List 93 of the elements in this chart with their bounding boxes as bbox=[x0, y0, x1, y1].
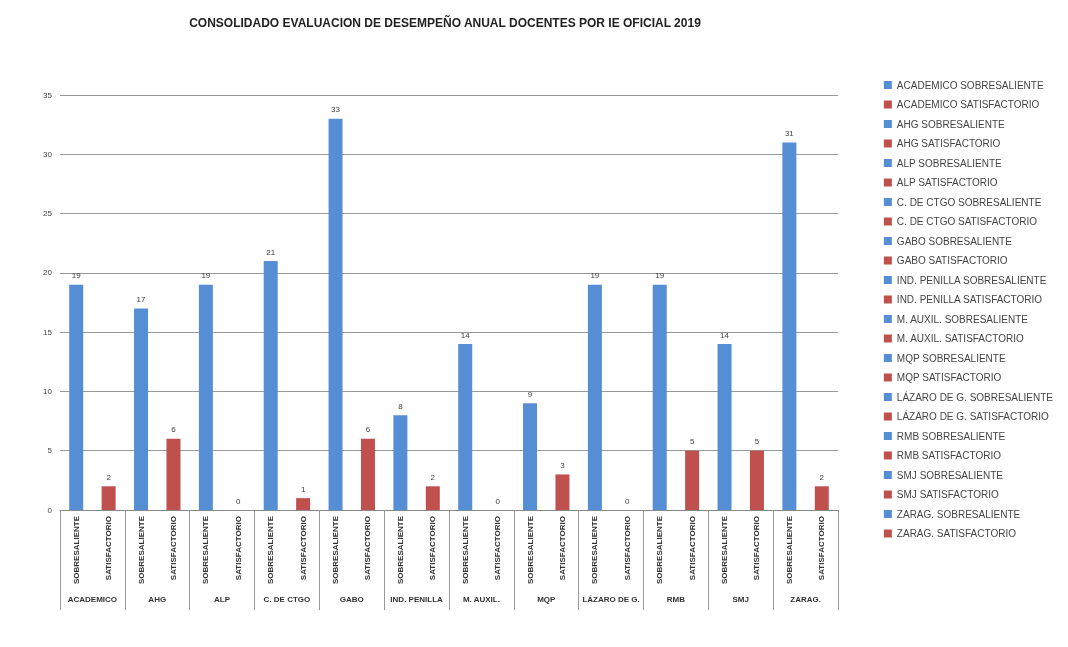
y-tick-label: 20 bbox=[43, 268, 53, 278]
legend-label: IND. PENILLA SATISFACTORIO bbox=[896, 294, 1043, 305]
x-tick-label: SOBRESALIENTE bbox=[331, 515, 341, 585]
data-label: 8 bbox=[398, 401, 404, 411]
x-tick-label: SOBRESALIENTE bbox=[525, 515, 535, 585]
x-tick-label: SATISFACTORIO bbox=[622, 516, 632, 581]
data-label: 2 bbox=[106, 472, 112, 482]
legend-label: RMB SOBRESALIENTE bbox=[896, 430, 1006, 442]
data-label: 2 bbox=[819, 472, 825, 482]
legend-label: MQP SATISFACTORIO bbox=[896, 372, 1002, 383]
legend-label: ALP SOBRESALIENTE bbox=[896, 157, 1003, 169]
text: GABO bbox=[339, 594, 364, 604]
data-label: 5 bbox=[754, 437, 760, 447]
data-label: 21 bbox=[266, 247, 276, 257]
text: C. DE CTGO bbox=[263, 594, 311, 604]
x-tick-label: SOBRESALIENTE bbox=[460, 515, 470, 585]
text: ZARAG. bbox=[790, 594, 821, 604]
x-tick-label: SATISFACTORIO bbox=[363, 516, 373, 581]
text: MQP bbox=[537, 594, 557, 604]
x-tick-label: SATISFACTORIO bbox=[752, 516, 762, 581]
data-label: 1 bbox=[300, 484, 306, 494]
text: SMJ bbox=[732, 594, 749, 604]
legend-label: ALP SATISFACTORIO bbox=[896, 177, 998, 188]
data-label: 19 bbox=[655, 271, 665, 281]
text: ALP bbox=[214, 594, 231, 604]
x-tick-label: SOBRESALIENTE bbox=[71, 515, 81, 585]
x-tick-label: SOBRESALIENTE bbox=[590, 515, 600, 585]
y-tick-label: 35 bbox=[43, 90, 53, 100]
legend-label: LÁZARO DE G. SATISFACTORIO bbox=[896, 410, 1049, 422]
data-label: 33 bbox=[331, 105, 341, 115]
x-tick-label: SOBRESALIENTE bbox=[266, 515, 276, 585]
y-tick-label: 25 bbox=[43, 209, 53, 219]
data-label: 0 bbox=[495, 496, 501, 506]
x-tick-label: SOBRESALIENTE bbox=[784, 515, 794, 585]
data-label: 2 bbox=[430, 472, 436, 482]
legend-label: AHG SATISFACTORIO bbox=[896, 138, 1001, 149]
legend-label: AHG SOBRESALIENTE bbox=[896, 118, 1005, 130]
data-label: 3 bbox=[560, 460, 566, 470]
x-tick-label: SATISFACTORIO bbox=[428, 516, 438, 581]
data-label: 0 bbox=[236, 496, 242, 506]
data-label: 6 bbox=[365, 425, 371, 435]
x-tick-label: SATISFACTORIO bbox=[233, 516, 243, 581]
x-tick-label: SATISFACTORIO bbox=[687, 516, 697, 581]
legend-label: C. DE CTGO SATISFACTORIO bbox=[896, 216, 1038, 227]
data-label: 19 bbox=[590, 271, 600, 281]
x-tick-label: SOBRESALIENTE bbox=[136, 515, 146, 585]
legend-label: IND. PENILLA SOBRESALIENTE bbox=[896, 274, 1047, 286]
text: RMB bbox=[666, 594, 686, 604]
x-tick-label: SOBRESALIENTE bbox=[395, 515, 405, 585]
legend-label: C. DE CTGO SOBRESALIENTE bbox=[896, 196, 1042, 208]
x-tick-label: SATISFACTORIO bbox=[104, 516, 114, 581]
legend-label: LÁZARO DE G. SOBRESALIENTE bbox=[896, 390, 1054, 403]
data-label: 17 bbox=[136, 294, 147, 304]
data-label: 14 bbox=[460, 330, 471, 340]
legend-label: GABO SOBRESALIENTE bbox=[896, 235, 1013, 247]
legend-label: M. AUXIL. SATISFACTORIO bbox=[896, 333, 1024, 344]
chart-title: CONSOLIDADO EVALUACION DE DESEMPEÑO ANUAL DOCENTES POR IE OFICIAL 2019 bbox=[189, 15, 702, 30]
y-tick-label: 30 bbox=[43, 149, 53, 159]
data-label: 6 bbox=[171, 425, 177, 435]
x-tick-label: SOBRESALIENTE bbox=[720, 515, 730, 585]
data-label: 14 bbox=[720, 330, 730, 340]
data-label: 0 bbox=[625, 496, 631, 506]
data-label: 5 bbox=[689, 437, 695, 447]
data-label: 9 bbox=[527, 389, 533, 399]
legend-label: ACADEMICO SATISFACTORIO bbox=[896, 99, 1040, 110]
x-tick-label: SATISFACTORIO bbox=[298, 516, 308, 581]
x-tick-label: SOBRESALIENTE bbox=[655, 515, 665, 585]
y-tick-label: 0 bbox=[47, 505, 53, 515]
data-label: 19 bbox=[71, 271, 82, 281]
text: AHG bbox=[148, 594, 167, 604]
legend-label: RMB SATISFACTORIO bbox=[896, 450, 1002, 461]
text: ACADEMICO bbox=[67, 594, 118, 604]
data-label: 19 bbox=[201, 271, 211, 281]
legend-label: ACADEMICO SOBRESALIENTE bbox=[896, 79, 1044, 91]
text: IND. PENILLA bbox=[390, 594, 444, 604]
legend-label: SMJ SATISFACTORIO bbox=[896, 489, 999, 500]
x-tick-label: SATISFACTORIO bbox=[557, 516, 567, 581]
legend-label: MQP SOBRESALIENTE bbox=[896, 352, 1006, 364]
y-tick-label: 10 bbox=[43, 386, 53, 396]
legend-label: ZARAG. SOBRESALIENTE bbox=[896, 508, 1021, 520]
x-tick-label: SOBRESALIENTE bbox=[201, 515, 211, 585]
legend-label: ZARAG. SATISFACTORIO bbox=[896, 528, 1017, 539]
legend-label: GABO SATISFACTORIO bbox=[896, 255, 1008, 266]
x-tick-label: SATISFACTORIO bbox=[168, 516, 178, 581]
legend-label: M. AUXIL. SOBRESALIENTE bbox=[896, 313, 1029, 325]
data-label: 31 bbox=[784, 128, 795, 138]
text: M. AUXIL. bbox=[462, 594, 500, 604]
y-tick-label: 15 bbox=[43, 327, 53, 337]
y-tick-label: 5 bbox=[47, 446, 53, 456]
x-tick-label: SATISFACTORIO bbox=[493, 516, 503, 581]
x-tick-label: SATISFACTORIO bbox=[817, 516, 827, 581]
text: LÁZARO DE G. bbox=[582, 594, 640, 604]
legend-label: SMJ SOBRESALIENTE bbox=[896, 469, 1004, 481]
